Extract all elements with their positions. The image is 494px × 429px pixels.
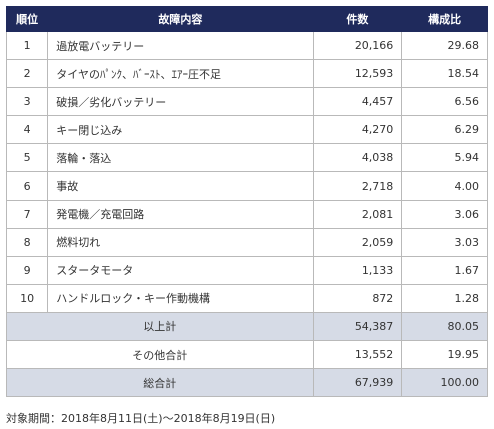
count-cell: 2,059 (312, 227, 403, 257)
count-cell: 1,133 (312, 255, 403, 285)
ratio-cell: 4.00 (401, 171, 488, 201)
ratio-cell: 5.94 (401, 143, 488, 173)
period-footnote: 対象期間：2018年8月11日(土)～2018年8月19日(日) (6, 412, 276, 425)
grand-total-row: 総合計 67,939 100.00 (6, 368, 488, 398)
content-cell: 発電機／充電回路 (47, 199, 314, 229)
rank-cell: 10 (5, 283, 49, 313)
rank-cell: 5 (5, 143, 49, 173)
table-row: 9 スタータモータ 1,133 1.67 (5, 255, 488, 285)
ratio-cell: 3.06 (401, 199, 488, 229)
subtotal-row: 以上計 54,387 80.05 (6, 311, 488, 342)
content-cell: 燃料切れ (47, 227, 314, 257)
rank-cell: 7 (5, 199, 49, 229)
table-row: 10 ハンドルロック・キー作動機構 872 1.28 (5, 283, 488, 313)
ratio-cell: 6.29 (401, 115, 488, 145)
rank-cell: 8 (5, 227, 49, 257)
table-row: 5 落輪・落込 4,038 5.94 (5, 143, 488, 173)
content-cell: スタータモータ (47, 255, 314, 285)
other-total-ratio: 19.95 (401, 340, 488, 370)
rank-cell: 3 (5, 87, 49, 117)
header-count: 件数 (312, 6, 403, 32)
table-header-row: 順位 故障内容 件数 構成比 (5, 6, 488, 32)
count-cell: 2,081 (312, 199, 403, 229)
table-row: 6 事故 2,718 4.00 (5, 171, 488, 201)
other-total-label: その他合計 (6, 340, 314, 370)
grand-total-ratio: 100.00 (401, 368, 488, 398)
header-ratio: 構成比 (401, 6, 488, 32)
count-cell: 872 (312, 283, 403, 313)
rank-cell: 2 (5, 59, 49, 89)
other-total-count: 13,552 (312, 340, 403, 370)
count-cell: 4,457 (312, 87, 403, 117)
content-cell: 事故 (47, 171, 314, 201)
content-cell: ハンドルロック・キー作動機構 (47, 283, 314, 313)
content-cell: 落輪・落込 (47, 143, 314, 173)
table-row: 4 キー閉じ込み 4,270 6.29 (5, 115, 488, 145)
grand-total-count: 67,939 (312, 368, 403, 398)
ratio-cell: 1.67 (401, 255, 488, 285)
subtotal-label: 以上計 (6, 311, 314, 342)
subtotal-count: 54,387 (312, 311, 403, 342)
ratio-cell: 1.28 (401, 283, 488, 313)
grand-total-label: 総合計 (6, 368, 314, 398)
content-cell: キー閉じ込み (47, 115, 314, 145)
subtotal-ratio: 80.05 (401, 311, 488, 342)
ratio-cell: 6.56 (401, 87, 488, 117)
table-row: 8 燃料切れ 2,059 3.03 (5, 227, 488, 257)
ratio-cell: 3.03 (401, 227, 488, 257)
rank-cell: 6 (5, 171, 49, 201)
count-cell: 4,270 (312, 115, 403, 145)
breakdown-ranking-table: 順位 故障内容 件数 構成比 1 過放電バッテリー 20,166 29.68 2… (5, 6, 488, 398)
count-cell: 20,166 (312, 30, 403, 61)
table-row: 3 破損／劣化バッテリー 4,457 6.56 (5, 87, 488, 117)
content-cell: タイヤのﾊﾟﾝｸ、ﾊﾞｰｽﾄ、ｴｱｰ圧不足 (47, 59, 314, 89)
count-cell: 2,718 (312, 171, 403, 201)
count-cell: 4,038 (312, 143, 403, 173)
rank-cell: 4 (5, 115, 49, 145)
table-row: 7 発電機／充電回路 2,081 3.06 (5, 199, 488, 229)
count-cell: 12,593 (312, 59, 403, 89)
ratio-cell: 29.68 (401, 30, 488, 61)
header-rank: 順位 (5, 6, 49, 32)
content-cell: 破損／劣化バッテリー (47, 87, 314, 117)
other-total-row: その他合計 13,552 19.95 (6, 340, 488, 370)
ratio-cell: 18.54 (401, 59, 488, 89)
rank-cell: 1 (5, 30, 49, 61)
table-row: 1 過放電バッテリー 20,166 29.68 (5, 30, 488, 61)
table-row: 2 タイヤのﾊﾟﾝｸ、ﾊﾞｰｽﾄ、ｴｱｰ圧不足 12,593 18.54 (5, 59, 488, 89)
content-cell: 過放電バッテリー (47, 30, 314, 61)
header-content: 故障内容 (47, 6, 314, 32)
rank-cell: 9 (5, 255, 49, 285)
